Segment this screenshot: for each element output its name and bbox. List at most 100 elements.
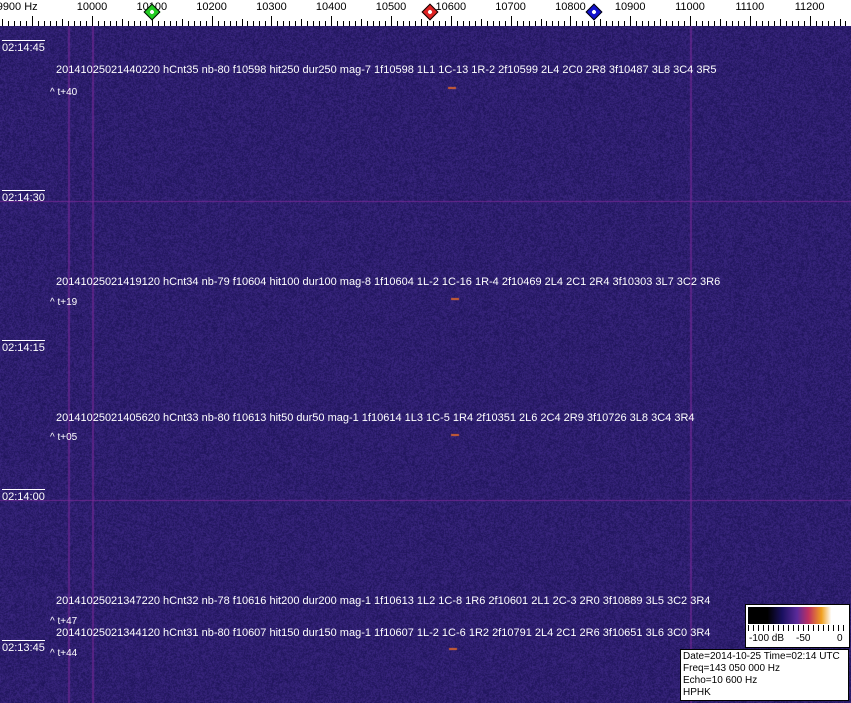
scale-tick: [719, 19, 721, 26]
scale-tick: [325, 21, 327, 26]
scale-tick: [414, 21, 416, 26]
color-gradient: [748, 607, 846, 624]
scale-tick: [707, 21, 709, 26]
frequency-label: 10400: [315, 1, 347, 13]
scale-tick: [349, 21, 351, 26]
frequency-label: 10700: [495, 1, 526, 13]
scale-tick: [432, 21, 434, 26]
scale-tick: [504, 21, 506, 26]
scale-tick: [2, 19, 4, 26]
scale-tick: [450, 16, 452, 26]
scale-tick: [576, 21, 578, 26]
scale-tick: [133, 21, 135, 26]
scale-tick: [32, 16, 34, 26]
scale-tick: [253, 21, 255, 26]
info-station: HPHK: [683, 687, 711, 698]
scale-tick: [606, 21, 608, 26]
scale-tick: [271, 16, 273, 26]
scale-tick: [695, 21, 697, 26]
scale-tick: [391, 16, 392, 26]
colorbar-label-max: 0: [837, 633, 843, 644]
scale-tick: [265, 21, 267, 26]
scale-tick: [690, 16, 691, 26]
scale-tick: [367, 21, 369, 26]
detection-line: 20141025021347220 hCnt32 nb-78 f10616 hi…: [56, 595, 711, 607]
scale-tick: [767, 21, 769, 26]
scale-tick: [62, 19, 64, 26]
info-frequency: Freq=143 050 000 Hz: [683, 663, 781, 674]
scale-tick: [809, 16, 811, 26]
scale-tick: [474, 21, 476, 26]
scale-tick: [642, 21, 644, 26]
scale-tick: [319, 21, 321, 26]
scale-tick: [791, 21, 793, 26]
scale-tick: [373, 21, 375, 26]
scale-tick: [426, 21, 428, 26]
frequency-label: 10300: [256, 1, 287, 13]
scale-tick: [109, 21, 111, 26]
scale-tick: [588, 21, 590, 26]
scale-tick: [839, 19, 841, 26]
scale-tick: [50, 21, 52, 26]
scale-tick: [803, 21, 805, 26]
scale-tick: [20, 21, 22, 26]
scale-tick: [761, 21, 763, 26]
scale-tick: [337, 21, 339, 26]
scale-tick: [175, 21, 177, 26]
scale-tick: [68, 21, 70, 26]
scale-tick: [199, 21, 201, 26]
scale-tick: [827, 21, 829, 26]
scale-tick: [492, 21, 494, 26]
frequency-label: 11000: [675, 1, 705, 13]
scale-tick: [38, 21, 40, 26]
scale-tick: [534, 21, 536, 26]
scale-tick: [666, 21, 668, 26]
scale-tick: [522, 21, 524, 26]
time-offset: ^ t+19: [50, 297, 78, 308]
frequency-label: 10800: [555, 1, 586, 13]
frequency-label: 11200: [794, 1, 825, 13]
scale-tick: [773, 21, 775, 26]
scale-tick: [570, 16, 572, 26]
scale-tick: [402, 21, 404, 26]
scale-tick: [74, 21, 76, 26]
scale-tick: [480, 19, 482, 26]
scale-tick: [552, 21, 554, 26]
scale-tick: [630, 16, 632, 26]
scale-tick: [672, 21, 674, 26]
timestamp: 02:14:30: [2, 190, 45, 204]
scale-tick: [821, 21, 823, 26]
scale-tick: [26, 21, 28, 26]
scale-tick: [456, 21, 458, 26]
scale-tick: [211, 16, 213, 26]
scale-tick: [510, 16, 512, 26]
scale-tick: [546, 21, 548, 26]
frequency-label: 11100: [735, 1, 765, 13]
scale-tick: [355, 21, 357, 26]
scale-tick: [205, 21, 207, 26]
scale-tick: [151, 16, 153, 26]
scale-tick: [259, 21, 261, 26]
timestamp: 02:14:45: [2, 40, 45, 54]
time-offset: ^ t+44: [50, 648, 78, 659]
detection-line: 20141025021405620 hCnt33 nb-80 f10613 hi…: [56, 412, 695, 424]
scale-tick: [301, 19, 303, 26]
scale-tick: [845, 21, 847, 26]
scale-tick: [283, 21, 285, 26]
scale-tick: [815, 21, 817, 26]
scale-tick: [420, 19, 422, 26]
scale-tick: [217, 21, 219, 26]
scale-tick: [600, 19, 602, 26]
info-echo: Echo=10 600 Hz: [683, 675, 758, 686]
frequency-label: 10600: [435, 1, 467, 13]
timestamp: 02:13:45: [2, 640, 45, 654]
scale-tick: [749, 16, 751, 26]
scale-tick: [313, 21, 315, 26]
frequency-marker-icon[interactable]: [585, 3, 603, 21]
scale-tick: [438, 21, 440, 26]
scale-tick: [121, 19, 123, 26]
frequency-label: 10900: [614, 1, 646, 13]
scale-tick: [528, 21, 530, 26]
scale-tick: [582, 21, 584, 26]
scale-tick: [540, 19, 542, 26]
